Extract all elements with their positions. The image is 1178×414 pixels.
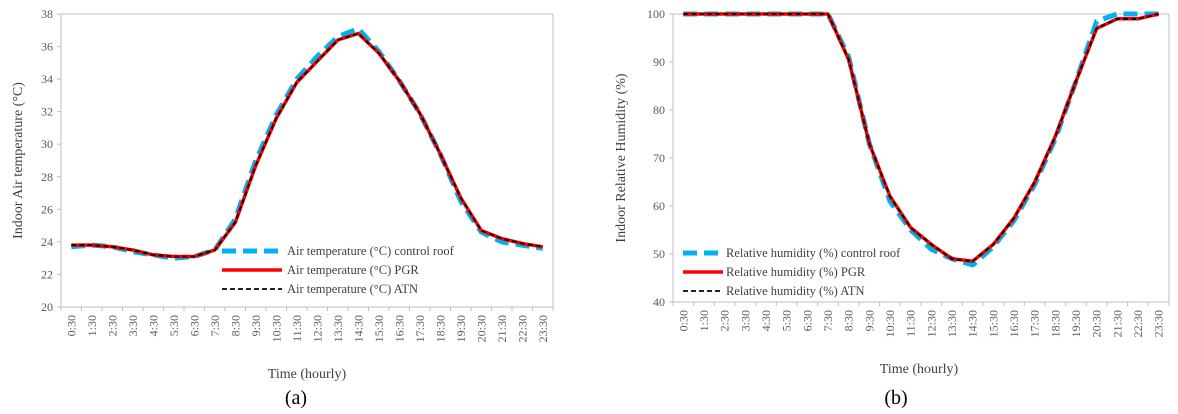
- y-tick-label: 60: [653, 199, 665, 213]
- x-tick-label: 2:30: [718, 310, 732, 331]
- legend-label: Relative humidity (%) PGR: [726, 265, 866, 279]
- x-tick-label: 22:30: [1131, 310, 1145, 337]
- x-tick-label: 17:30: [413, 315, 427, 342]
- series-line-1: [71, 26, 544, 261]
- x-tick-label: 0:30: [676, 310, 690, 331]
- x-tick-label: 12:30: [924, 310, 938, 337]
- x-tick-label: 14:30: [351, 315, 365, 342]
- series-line-2: [71, 31, 544, 259]
- y-tick-label: 70: [653, 151, 665, 165]
- x-tick-label: 20:30: [1090, 310, 1104, 337]
- y-tick-label: 34: [41, 72, 53, 86]
- x-tick-label: 13:30: [945, 310, 959, 337]
- x-axis-title: Time (hourly): [880, 362, 959, 377]
- y-tick-label: 80: [653, 103, 665, 117]
- x-tick-label: 7:30: [821, 310, 835, 331]
- temperature-chart: 20 22 24 26 28 30 32 34 36 38 0:30 1:30 2:30 3:30 4:30…: [11, 7, 554, 409]
- x-tick-label: 9:30: [862, 310, 876, 331]
- panel-label: (b): [884, 387, 907, 409]
- x-tick-label: 1:30: [697, 310, 711, 331]
- legend-label: Relative humidity (%) control roof: [726, 246, 901, 260]
- x-tick-label: 10:30: [269, 315, 283, 342]
- x-tick-label: 12:30: [310, 315, 324, 342]
- y-tick-label: 26: [41, 202, 53, 216]
- x-tick-label: 8:30: [842, 310, 856, 331]
- x-tick-label: 1:30: [85, 315, 99, 336]
- y-axis-title: Indoor Air temperature (°C): [11, 82, 26, 239]
- x-tick-label: 18:30: [1048, 310, 1062, 337]
- chart-panel-b: 40 50 60 70 80 90 100 0:30 1:30 2:30 3:30 4:30 5:30 6…: [589, 0, 1178, 414]
- x-tick-label: 14:30: [966, 310, 980, 337]
- chart-panel-a: 20 22 24 26 28 30 32 34 36 38 0:30 1:30 2:30 3:30 4:30…: [11, 7, 554, 409]
- y-tick-label: 90: [653, 55, 665, 69]
- x-tick-label: 10:30: [883, 310, 897, 337]
- x-tick-label: 3:30: [126, 315, 140, 336]
- legend-label: Relative humidity (%) ATN: [726, 284, 865, 298]
- x-tick-label: 20:30: [474, 315, 488, 342]
- panel-label: (a): [285, 387, 307, 409]
- x-tick-label: 16:30: [392, 315, 406, 342]
- y-tick-label: 24: [41, 235, 53, 249]
- x-tick-label: 6:30: [187, 315, 201, 336]
- legend: Relative humidity (%) control roof Relati…: [683, 246, 901, 298]
- y-tick-label: 38: [41, 7, 53, 21]
- humidity-chart: 40 50 60 70 80 90 100 0:30 1:30 2:30 3:30 4:30 5:30 6…: [614, 7, 1170, 409]
- x-tick-label: 15:30: [372, 315, 386, 342]
- x-tick-label: 23:30: [1152, 310, 1166, 337]
- x-tick-label: 21:30: [1110, 310, 1124, 337]
- x-tick-label: 4:30: [759, 310, 773, 331]
- y-tick-label: 28: [41, 170, 53, 184]
- y-tick-label: 40: [653, 295, 665, 309]
- y-axis-title: Indoor Relative Humidity (%): [614, 73, 629, 242]
- x-tick-label: 21:30: [495, 315, 509, 342]
- x-tick-label: 8:30: [228, 315, 242, 336]
- legend: Air temperature (°C) control roof Air tem…: [222, 244, 455, 296]
- x-tick-label: 7:30: [208, 315, 222, 336]
- x-tick-label: 13:30: [331, 315, 345, 342]
- y-tick-label: 20: [41, 300, 53, 314]
- x-tick-label: 16:30: [1007, 310, 1021, 337]
- legend-label: Air temperature (°C) ATN: [287, 282, 418, 296]
- y-tick-label: 32: [41, 105, 53, 119]
- y-tick-label: 50: [653, 247, 665, 261]
- x-tick-label: 19:30: [454, 315, 468, 342]
- y-tick-label: 100: [647, 7, 665, 21]
- legend-label: Air temperature (°C) PGR: [287, 263, 419, 277]
- legend-label: Air temperature (°C) control roof: [287, 244, 455, 258]
- x-tick-label: 9:30: [249, 315, 263, 336]
- x-axis-title: Time (hourly): [268, 367, 347, 382]
- x-tick-label: 6:30: [800, 310, 814, 331]
- series-line-3: [71, 32, 543, 258]
- x-tick-label: 23:30: [536, 315, 550, 342]
- x-tick-label: 2:30: [105, 315, 119, 336]
- series-line-3: [683, 13, 1159, 263]
- x-tick-label: 4:30: [146, 315, 160, 336]
- x-tick-label: 5:30: [780, 310, 794, 331]
- x-tick-label: 3:30: [738, 310, 752, 331]
- x-tick-label: 15:30: [986, 310, 1000, 337]
- y-tick-label: 22: [41, 267, 53, 281]
- x-tick-label: 18:30: [433, 315, 447, 342]
- x-tick-label: 0:30: [64, 315, 78, 336]
- x-tick-label: 11:30: [904, 310, 918, 337]
- x-tick-label: 17:30: [1028, 310, 1042, 337]
- x-tick-label: 11:30: [290, 315, 304, 342]
- y-tick-label: 30: [41, 137, 53, 151]
- x-tick-label: 5:30: [167, 315, 181, 336]
- x-tick-label: 22:30: [515, 315, 529, 342]
- x-tick-label: 19:30: [1069, 310, 1083, 337]
- y-tick-label: 36: [41, 40, 53, 54]
